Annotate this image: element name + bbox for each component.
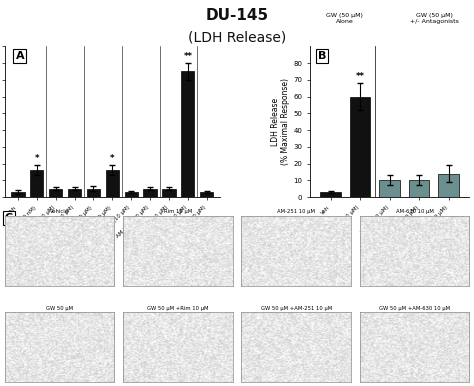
Bar xyxy=(11,192,25,197)
Bar xyxy=(49,189,62,197)
Title: Rim 10 μM: Rim 10 μM xyxy=(164,210,192,214)
Text: GW (50 μM)
+/- Antagonists: GW (50 μM) +/- Antagonists xyxy=(410,13,459,24)
Bar xyxy=(87,189,100,197)
Text: (LDH Release): (LDH Release) xyxy=(188,31,286,45)
Title: Vehicle: Vehicle xyxy=(50,210,69,214)
Bar xyxy=(30,170,44,197)
Bar xyxy=(379,180,400,197)
Bar xyxy=(350,96,370,197)
Bar xyxy=(106,170,119,197)
Text: *: * xyxy=(35,154,39,163)
Bar xyxy=(438,174,459,197)
Bar xyxy=(68,189,81,197)
Bar xyxy=(144,189,157,197)
Bar xyxy=(125,192,138,197)
Title: GW 50 μM +AM-251 10 μM: GW 50 μM +AM-251 10 μM xyxy=(261,306,332,311)
Title: AM-630 10 μM: AM-630 10 μM xyxy=(395,210,433,214)
Text: A: A xyxy=(16,51,24,61)
Text: *: * xyxy=(110,154,115,163)
Text: GW (50 μM)
Alone: GW (50 μM) Alone xyxy=(327,13,364,24)
Bar xyxy=(163,189,175,197)
Title: GW 50 μM +AM-630 10 μM: GW 50 μM +AM-630 10 μM xyxy=(379,306,450,311)
Bar xyxy=(320,192,341,197)
Title: GW 50 μM +Rim 10 μM: GW 50 μM +Rim 10 μM xyxy=(147,306,209,311)
Text: **: ** xyxy=(183,52,192,61)
Bar xyxy=(181,71,194,197)
Text: B: B xyxy=(318,51,326,61)
Bar xyxy=(200,192,213,197)
Text: C: C xyxy=(5,213,13,223)
Text: **: ** xyxy=(356,72,365,81)
Title: AM-251 10 μM: AM-251 10 μM xyxy=(277,210,315,214)
Title: GW 50 μM: GW 50 μM xyxy=(46,306,73,311)
Bar xyxy=(409,180,429,197)
Text: DU-145: DU-145 xyxy=(205,8,269,23)
Y-axis label: LDH Release
(% Maximal Response): LDH Release (% Maximal Response) xyxy=(271,78,291,165)
